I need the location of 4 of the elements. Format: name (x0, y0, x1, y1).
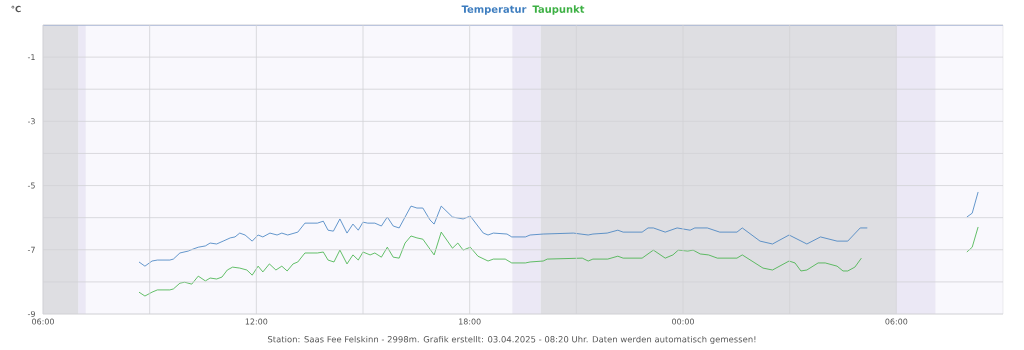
text: Taupunkt (532, 5, 585, 15)
text: Temperatur (461, 5, 527, 15)
text: Station: Saas Fee Felskinn - 2998m. Grafik erstellt: 03.04.2025 - 08:20 Uhr. Daten werden automatisch gemessen! (267, 335, 756, 345)
y-axis-title: °C (11, 5, 21, 13)
